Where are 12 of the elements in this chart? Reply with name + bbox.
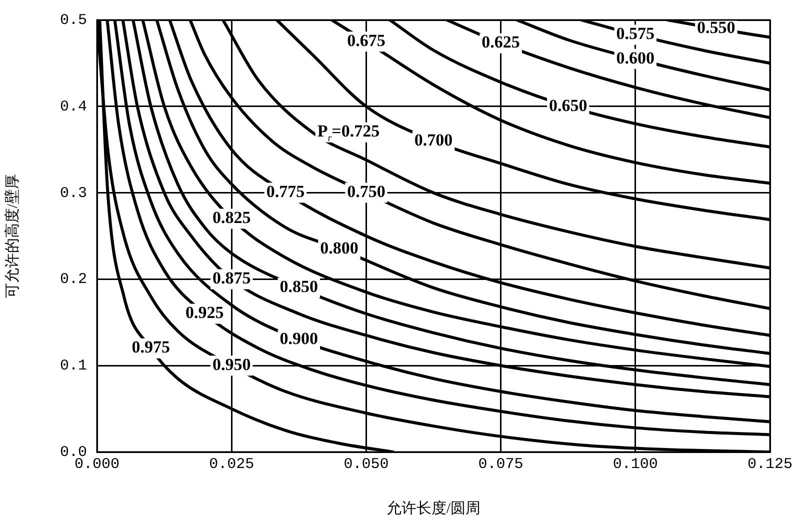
x-tick-label: 0.075 <box>478 456 524 473</box>
x-tick-label: 0.100 <box>612 456 658 473</box>
y-tick-label: 0.3 <box>60 184 87 202</box>
y-tick-label: 0.5 <box>60 12 87 29</box>
x-axis-title: 允许长度/圆周 <box>386 500 481 517</box>
y-axis-title: 可允许的高度/壁厚 <box>4 174 21 298</box>
x-tick-label: 0.125 <box>747 456 793 473</box>
y-tick-label: 0.4 <box>60 98 87 116</box>
y-tick-label: 0.2 <box>60 271 87 288</box>
y-tick-label: 0.1 <box>60 358 87 375</box>
x-tick-label: 0.050 <box>344 456 389 473</box>
x-tick-label: 0.025 <box>209 456 254 473</box>
